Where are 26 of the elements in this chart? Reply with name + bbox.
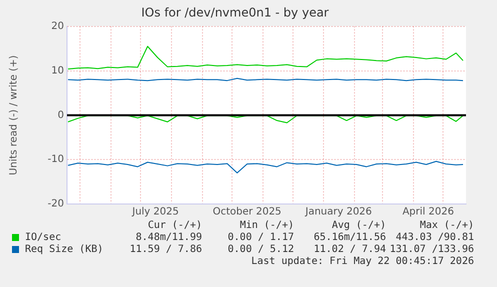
text: 0.00 / 5.12 bbox=[226, 244, 294, 255]
x-tick-label: October 2025 bbox=[212, 206, 282, 218]
text: 11.02 / 7.94 bbox=[312, 244, 386, 255]
text: 65.16m/11.56 bbox=[312, 232, 386, 243]
x-tick-label: July 2025 bbox=[131, 206, 179, 218]
text: 8.48m/11.99 bbox=[134, 232, 202, 243]
text: Max (-/+) bbox=[418, 220, 474, 231]
text: Avg (-/+) bbox=[330, 220, 386, 231]
x-tick-label: January 2026 bbox=[304, 206, 372, 218]
text: Last update: Fri May 22 00:45:17 2026 bbox=[250, 256, 474, 267]
y-tick-label: -10 bbox=[48, 154, 64, 166]
y-tick-label: 20 bbox=[51, 20, 64, 32]
text: 0.00 / 1.17 bbox=[226, 232, 294, 243]
text: 443.03 /90.81 bbox=[394, 232, 474, 243]
chart-title: IOs for /dev/nvme0n1 - by year bbox=[141, 5, 329, 20]
text: Cur (-/+) bbox=[146, 220, 202, 231]
y-tick-label: 10 bbox=[51, 65, 64, 76]
text: 131.07 /133.96 bbox=[388, 244, 474, 255]
y-tick-label: -20 bbox=[48, 198, 64, 210]
legend-label: Req Size (KB) bbox=[25, 244, 104, 255]
y-axis-title: Units read (-) / write (+) bbox=[8, 55, 20, 176]
text: 11.59 / 7.86 bbox=[128, 244, 202, 255]
y-tick-label: 0 bbox=[58, 110, 64, 121]
legend-label: IO/sec bbox=[25, 232, 62, 243]
x-tick-label: April 2026 bbox=[402, 206, 454, 218]
text: Min (-/+) bbox=[238, 220, 294, 231]
